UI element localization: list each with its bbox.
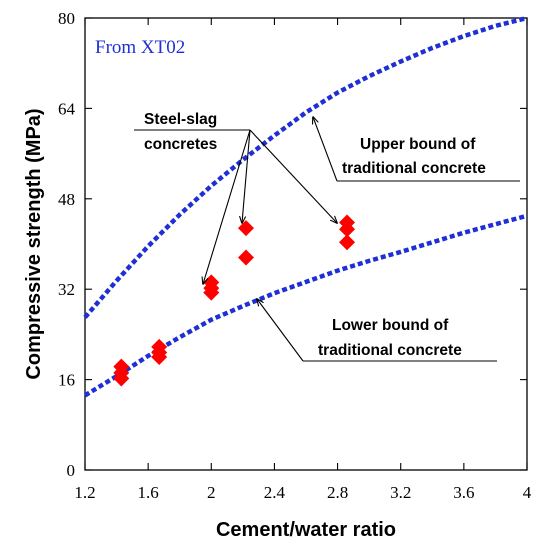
steel-slag-point [113, 370, 130, 387]
y-axis-title: Compressive strength (MPa) [23, 108, 45, 379]
plot-frame [84, 17, 528, 471]
steel-slag-point [238, 249, 255, 266]
lower-bound-label-line1: Lower bound of [332, 317, 449, 334]
steel-slag-label-line1: Steel-slag [144, 111, 217, 128]
arrow-to-cw-2-86 [249, 129, 337, 223]
steel-slag-label-line2: concretes [144, 136, 217, 153]
y-tick-label: 32 [58, 280, 75, 299]
upper-bound-label-line1: Upper bound of [360, 136, 476, 153]
source-label: From XT02 [95, 37, 185, 58]
annotations: Steel-slag concretes Upper bound of trad… [134, 111, 520, 362]
x-tick-label: 3.2 [390, 483, 411, 502]
lower-bound-leader [257, 299, 304, 362]
steel-slag-point [238, 220, 255, 237]
y-tick-label: 0 [67, 461, 76, 480]
y-tick-label: 48 [58, 190, 75, 209]
lower-bound-label-line2: traditional concrete [318, 342, 462, 359]
lower-bound-curve [83, 213, 528, 398]
x-tick-label: 2.4 [264, 483, 286, 502]
y-tick-label: 80 [58, 9, 75, 28]
arrow-to-cw-2-0 [203, 129, 251, 284]
x-tick-label: 1.2 [74, 483, 95, 502]
x-tick-label: 4 [523, 483, 532, 502]
x-tick-label: 2.8 [327, 483, 348, 502]
x-tick-label: 3.6 [453, 483, 474, 502]
x-tick-label: 2 [207, 483, 216, 502]
steel-slag-point [339, 221, 356, 238]
steel-slag-point [203, 284, 220, 301]
bound-curves [83, 15, 528, 398]
upper-bound-label-line2: traditional concrete [342, 160, 486, 177]
arrow-to-cw-2-22 [242, 129, 251, 223]
y-tick-label: 16 [58, 371, 75, 390]
x-axis-title: Cement/water ratio [216, 519, 396, 541]
axis-ticks: 1.2 1.6 2 2.4 2.8 3.2 3.6 4 0 16 32 48 64 80 [58, 9, 532, 502]
upper-bound-curve [83, 15, 528, 319]
y-tick-label: 64 [58, 99, 76, 118]
plot-area-border [84, 17, 528, 471]
source-label-group: From XT02 [95, 37, 185, 58]
steel-slag-point [151, 349, 168, 365]
steel-slag-point [339, 234, 356, 251]
upper-bound-leader [313, 117, 338, 182]
x-tick-label: 1.6 [138, 483, 159, 502]
